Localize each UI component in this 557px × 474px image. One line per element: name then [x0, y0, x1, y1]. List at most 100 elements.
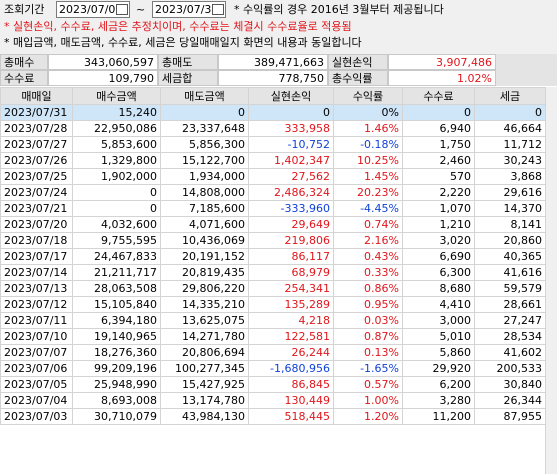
- table-cell: 254,341: [248, 280, 334, 297]
- table-cell: 87,955: [474, 408, 545, 425]
- table-cell: 25,948,990: [72, 376, 161, 393]
- table-cell: 2023/07/24: [0, 184, 73, 201]
- from-date[interactable]: 2023/07/0: [56, 1, 130, 18]
- table-cell: 15,122,700: [160, 152, 249, 169]
- table-cell: 20,819,435: [160, 264, 249, 281]
- table-row[interactable]: 2023/07/21 0 7,185,600 -333,960 -4.45% 1,070 1…: [0, 200, 545, 217]
- table-cell: 3,020: [402, 232, 475, 249]
- column-header: 수수료: [402, 87, 475, 105]
- table-cell: 14,370: [474, 200, 545, 217]
- table-cell: 15,240: [72, 104, 161, 121]
- table-cell: 9,755,595: [72, 232, 161, 249]
- table-cell: 0.43%: [333, 248, 403, 265]
- table-cell: 2023/07/04: [0, 392, 73, 409]
- table-cell: 46,664: [474, 120, 545, 137]
- table-cell: 2023/07/20: [0, 216, 73, 233]
- table-cell: 43,984,130: [160, 408, 249, 425]
- table-cell: 41,616: [474, 264, 545, 281]
- table-cell: 0: [474, 104, 545, 121]
- table-cell: 0.13%: [333, 344, 403, 361]
- calendar-button[interactable]: [212, 4, 224, 15]
- summary-label: 세금합: [158, 70, 218, 86]
- table-row[interactable]: 2023/07/12 15,105,840 14,335,210 135,289 0.9…: [0, 296, 545, 313]
- table-cell: 135,289: [248, 296, 334, 313]
- table-cell: 100,277,345: [160, 360, 249, 377]
- table-cell: 4,071,600: [160, 216, 249, 233]
- table-cell: 26,344: [474, 392, 545, 409]
- table-cell: 20,191,152: [160, 248, 249, 265]
- table-cell: 30,243: [474, 152, 545, 169]
- table-cell: 0: [160, 104, 249, 121]
- summary-value: 778,750: [218, 70, 328, 86]
- table-cell: 5,856,300: [160, 136, 249, 153]
- table-cell: 130,449: [248, 392, 334, 409]
- table-cell: 29,806,220: [160, 280, 249, 297]
- summary-label: 총매도: [158, 54, 218, 70]
- table-cell: 2023/07/11: [0, 312, 73, 329]
- table-cell: 2.16%: [333, 232, 403, 249]
- table-cell: 570: [402, 168, 475, 185]
- note: * 매입금액, 매도금액, 수수료, 세금은 당일매매일지 화면의 내용과 동일…: [4, 36, 362, 49]
- table-cell: 41,602: [474, 344, 545, 361]
- grid: 매매일 매수금액 매도금액 실현손익 수익률 수수료 세금 2023/07/31 15,240 0…: [0, 87, 545, 474]
- table-row[interactable]: 2023/07/05 25,948,990 15,427,925 86,845 0.57…: [0, 376, 545, 393]
- table-cell: 11,200: [402, 408, 475, 425]
- table-row[interactable]: 2023/07/27 5,853,600 5,856,300 -10,752 -0.18…: [0, 136, 545, 153]
- table-cell: 29,920: [402, 360, 475, 377]
- table-row[interactable]: 2023/07/04 8,693,008 13,174,780 130,449 1.00…: [0, 392, 545, 409]
- table-row[interactable]: 2023/07/26 1,329,800 15,122,700 1,402,347 10…: [0, 152, 545, 169]
- table-row[interactable]: 2023/07/24 0 14,808,000 2,486,324 20.23% 2,22…: [0, 184, 545, 201]
- table-cell: 20.23%: [333, 184, 403, 201]
- table-cell: 86,117: [248, 248, 334, 265]
- table-cell: 23,337,648: [160, 120, 249, 137]
- table-cell: 1,070: [402, 200, 475, 217]
- table-row[interactable]: 2023/07/13 28,063,508 29,806,220 254,341 0.8…: [0, 280, 545, 297]
- table-cell: 6,940: [402, 120, 475, 137]
- table-cell: 0.57%: [333, 376, 403, 393]
- table-cell: 20,806,694: [160, 344, 249, 361]
- table-cell: -0.18%: [333, 136, 403, 153]
- table-cell: 24,467,833: [72, 248, 161, 265]
- table-row[interactable]: 2023/07/10 19,140,965 14,271,780 122,581 0.8…: [0, 328, 545, 345]
- table-cell: 29,649: [248, 216, 334, 233]
- table-cell: 3,280: [402, 392, 475, 409]
- table-cell: 1,329,800: [72, 152, 161, 169]
- table-row[interactable]: 2023/07/28 22,950,086 23,337,648 333,958 1.4…: [0, 120, 545, 137]
- table-cell: 19,140,965: [72, 328, 161, 345]
- calendar-button[interactable]: [116, 4, 128, 15]
- table-cell: 333,958: [248, 120, 334, 137]
- table-row[interactable]: 2023/07/31 15,240 0 0 0% 0 0: [0, 104, 545, 121]
- table-row[interactable]: 2023/07/03 30,710,079 43,984,130 518,445 1.2…: [0, 408, 545, 425]
- table-row[interactable]: 2023/07/25 1,902,000 1,934,000 27,562 1.45% 5…: [0, 168, 545, 185]
- table-cell: 1,210: [402, 216, 475, 233]
- table-cell: 27,562: [248, 168, 334, 185]
- table-row[interactable]: 2023/07/18 9,755,595 10,436,069 219,806 2.16…: [0, 232, 545, 249]
- table-cell: 11,712: [474, 136, 545, 153]
- table-cell: 28,063,508: [72, 280, 161, 297]
- table-cell: 0.74%: [333, 216, 403, 233]
- table-cell: 10.25%: [333, 152, 403, 169]
- table-cell: 4,410: [402, 296, 475, 313]
- table-row[interactable]: 2023/07/17 24,467,833 20,191,152 86,117 0.43…: [0, 248, 545, 265]
- table-row[interactable]: 2023/07/11 6,394,180 13,625,075 4,218 0.03% 3…: [0, 312, 545, 329]
- scrollbar[interactable]: [545, 87, 557, 474]
- table-cell: 219,806: [248, 232, 334, 249]
- table-cell: 4,218: [248, 312, 334, 329]
- column-header: 실현손익: [248, 87, 334, 105]
- table-row[interactable]: 2023/07/07 18,276,360 20,806,694 26,244 0.13…: [0, 344, 545, 361]
- table-cell: 1.20%: [333, 408, 403, 425]
- table-row[interactable]: 2023/07/06 99,209,196 100,277,345 -1,680,95…: [0, 360, 545, 377]
- table-cell: 68,979: [248, 264, 334, 281]
- table: 매매일 매수금액 매도금액 실현손익 수익률 수수료 세금 2023/07/31 15,240 0…: [0, 87, 545, 425]
- summary-label: 실현손익: [328, 54, 388, 70]
- to-date[interactable]: 2023/07/3: [152, 1, 226, 18]
- table-row[interactable]: 2023/07/14 21,211,717 20,819,435 68,979 0.33…: [0, 264, 545, 281]
- table-cell: 21,211,717: [72, 264, 161, 281]
- table-cell: 2,486,324: [248, 184, 334, 201]
- table-row[interactable]: 2023/07/20 4,032,600 4,071,600 29,649 0.74% 1…: [0, 216, 545, 233]
- note: * 실현손익, 수수료, 세금은 추정치이며, 수수료는 체결시 수수료율로 적…: [4, 20, 352, 33]
- summary-value: 343,060,597: [48, 54, 158, 70]
- table-cell: 518,445: [248, 408, 334, 425]
- table-cell: 5,010: [402, 328, 475, 345]
